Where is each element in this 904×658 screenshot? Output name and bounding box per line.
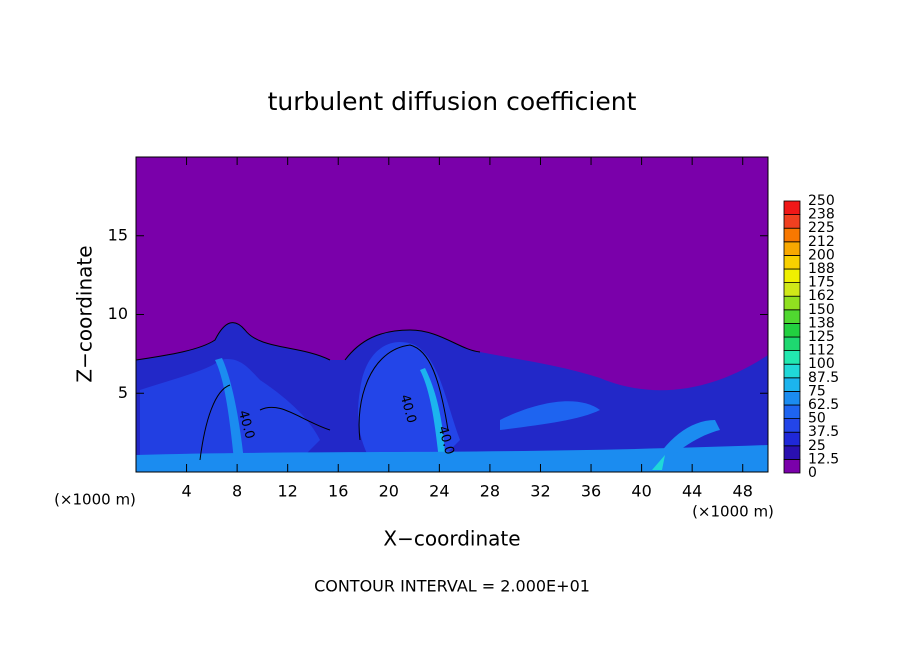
colorbar-label: 250 [808,193,835,209]
x-tick-label: 44 [682,482,702,501]
colorbar-box [783,295,801,311]
x-tick-label: 8 [232,482,242,501]
colorbar-box [783,404,801,420]
x-tick-label: 4 [181,482,191,501]
footnote: CONTOUR INTERVAL = 2.000E+01 [314,577,590,596]
colorbar-label: 175 [808,275,835,291]
colorbar-box [783,227,801,243]
colorbar-label: 212 [808,234,835,250]
y-axis-label: Z−coordinate [73,245,97,382]
y-tick-label: 10 [108,304,128,323]
colorbar-box [783,377,801,392]
x-tick-label: 24 [429,482,449,501]
x-tick-label: 28 [480,482,500,501]
colorbar-label: 50 [808,411,826,427]
colorbar-label: 238 [808,207,835,223]
colorbar-label: 125 [808,329,835,345]
colorbar-box [783,445,801,460]
colorbar-box [783,254,801,270]
colorbar-box [783,418,801,433]
colorbar-box [783,363,801,379]
colorbar-box [783,268,801,284]
colorbar-label: 0 [808,465,817,481]
x-tick-label: 40 [631,482,651,501]
colorbar-box [783,350,801,365]
colorbar-box [783,336,801,352]
x-tick-label: 12 [278,482,298,501]
colorbar-box [783,322,801,338]
colorbar-label: 225 [808,220,835,236]
colorbar-box [783,431,801,447]
colorbar-label: 188 [808,261,835,277]
x-tick-label: 36 [581,482,601,501]
field [136,157,768,472]
colorbar-box [783,309,801,324]
colorbar-box [783,241,801,256]
colorbar-label: 150 [808,302,835,318]
colorbar-label: 37.5 [808,424,839,440]
colorbar-label: 200 [808,247,835,263]
x-tick-label: 20 [379,482,399,501]
y-tick-label: 15 [108,225,128,244]
colorbar-box [783,200,801,216]
x-axis-label: X−coordinate [383,527,520,551]
colorbar-label: 162 [808,288,835,304]
colorbar-box [783,282,801,297]
colorbar-box [783,390,801,406]
colorbar-label: 62.5 [808,397,839,413]
colorbar-label: 112 [808,343,835,359]
colorbar-label: 100 [808,356,835,372]
x-tick-label: 16 [328,482,348,501]
colorbar-box [783,458,801,474]
chart-title: turbulent diffusion coefficient [268,87,637,116]
colorbar-box [783,214,801,229]
contour-label: 40.0 [397,393,419,425]
x-unit: (×1000 m) [692,503,774,521]
x-unit: (×1000 m) [54,491,136,509]
contour-label: 40.0 [235,409,257,441]
colorbar-label: 25 [808,438,826,454]
contour-label: 40.0 [435,425,457,457]
x-tick-label: 48 [733,482,753,501]
x-tick-label: 32 [530,482,550,501]
colorbar-label: 12.5 [808,451,839,467]
colorbar-label: 138 [808,315,835,331]
colorbar-label: 75 [808,383,826,399]
y-tick-label: 5 [118,383,128,402]
colorbar-label: 87.5 [808,370,839,386]
